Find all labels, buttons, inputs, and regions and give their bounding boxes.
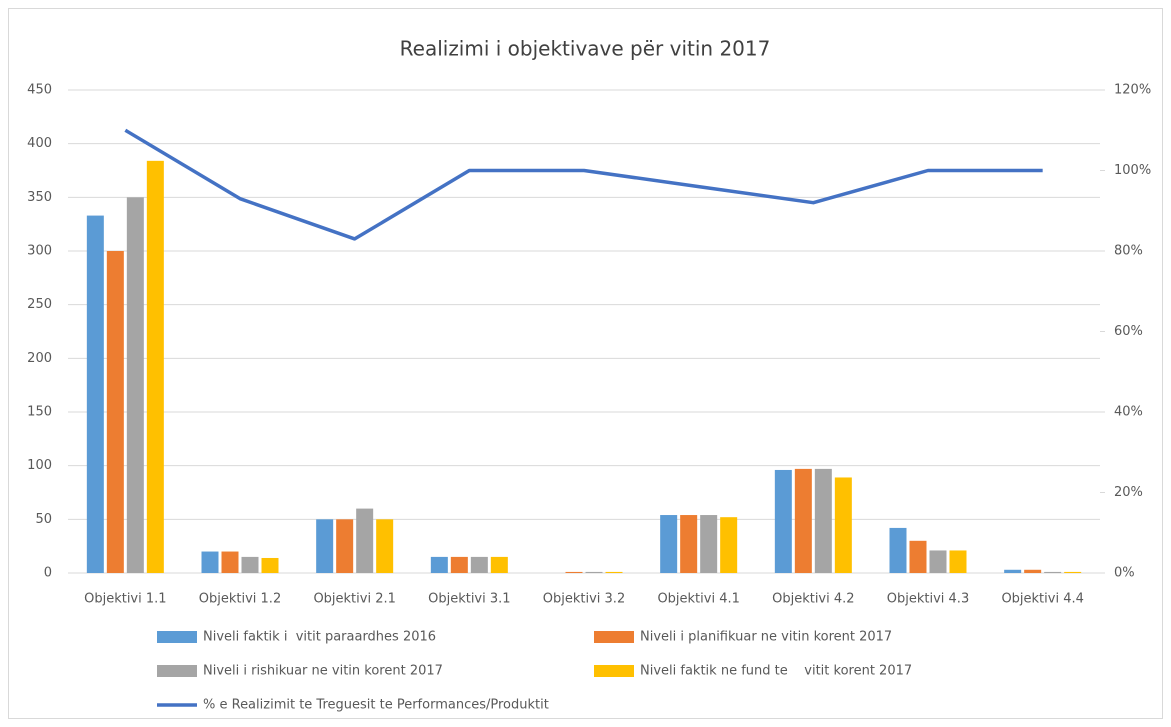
- chart-title: Realizimi i objektivave për vitin 2017: [400, 37, 771, 61]
- bar: [660, 515, 678, 573]
- x-tick-label: Objektivi 4.4: [1001, 592, 1083, 607]
- bar: [1044, 571, 1062, 573]
- bar: [1024, 569, 1042, 573]
- y-tick-label: 100: [27, 458, 52, 473]
- legend-label: Niveli faktik i vitit paraardhes 2016: [203, 630, 436, 645]
- bar: [949, 550, 967, 573]
- bar: [316, 519, 334, 573]
- chart-border: [8, 8, 1163, 719]
- legend-label: Niveli i planifikuar ne vitin korent 201…: [640, 630, 892, 645]
- legend-label: % e Realizimit te Treguesit te Performan…: [203, 698, 549, 713]
- legend-label: Niveli i rishikuar ne vitin korent 2017: [203, 664, 443, 679]
- y-tick-label: 250: [27, 297, 52, 312]
- legend-label: Niveli faktik ne fund te vitit korent 20…: [640, 664, 912, 679]
- legend-swatch: [594, 631, 634, 643]
- bar: [834, 477, 852, 573]
- x-tick-label: Objektivi 4.2: [772, 592, 854, 607]
- y-tick-label: 0: [44, 566, 52, 581]
- bar: [86, 215, 104, 573]
- legend-swatch: [157, 665, 197, 677]
- bar: [241, 556, 259, 573]
- y-tick-label: 300: [27, 244, 52, 259]
- legend-swatch: [594, 665, 634, 677]
- bar: [929, 550, 947, 573]
- bar: [700, 515, 718, 573]
- bar: [356, 508, 374, 573]
- y-tick-label: 50: [35, 512, 52, 527]
- bar: [565, 571, 583, 573]
- bar: [201, 551, 219, 573]
- y-tick-label: 350: [27, 190, 52, 205]
- x-tick-label: Objektivi 3.1: [428, 592, 510, 607]
- bar: [146, 160, 164, 573]
- y2-tick-label: 100%: [1114, 163, 1151, 178]
- bar: [470, 556, 488, 573]
- bar: [126, 197, 144, 574]
- y2-tick-label: 80%: [1114, 244, 1143, 259]
- y2-tick-label: 0%: [1114, 566, 1135, 581]
- x-tick-label: Objektivi 3.2: [543, 592, 625, 607]
- bar: [605, 571, 623, 573]
- bar: [585, 571, 603, 573]
- bar: [889, 527, 907, 573]
- bar: [1004, 569, 1022, 573]
- bar: [376, 519, 394, 573]
- y2-tick-label: 120%: [1114, 83, 1151, 98]
- x-tick-label: Objektivi 4.1: [657, 592, 739, 607]
- bar: [774, 469, 792, 573]
- bar: [680, 515, 698, 573]
- bar: [336, 519, 354, 573]
- bar: [720, 517, 738, 573]
- x-tick-label: Objektivi 4.3: [887, 592, 969, 607]
- y2-tick-label: 60%: [1114, 324, 1143, 339]
- x-tick-label: Objektivi 1.2: [199, 592, 281, 607]
- bar: [261, 557, 279, 573]
- legend-swatch: [157, 631, 197, 643]
- y-tick-label: 150: [27, 405, 52, 420]
- bar: [221, 551, 239, 573]
- bar: [909, 540, 927, 573]
- bar: [430, 556, 448, 573]
- bar: [450, 556, 468, 573]
- y-tick-label: 400: [27, 136, 52, 151]
- x-tick-label: Objektivi 1.1: [84, 592, 166, 607]
- y-tick-label: 450: [27, 83, 52, 98]
- x-tick-label: Objektivi 2.1: [313, 592, 395, 607]
- y2-tick-label: 40%: [1114, 405, 1143, 420]
- y-tick-label: 200: [27, 351, 52, 366]
- bar: [1064, 571, 1082, 573]
- bar: [794, 468, 812, 573]
- bar: [814, 468, 832, 573]
- y2-tick-label: 20%: [1114, 485, 1143, 500]
- bar: [490, 556, 508, 573]
- bar: [106, 251, 124, 573]
- line-series: [124, 128, 1043, 241]
